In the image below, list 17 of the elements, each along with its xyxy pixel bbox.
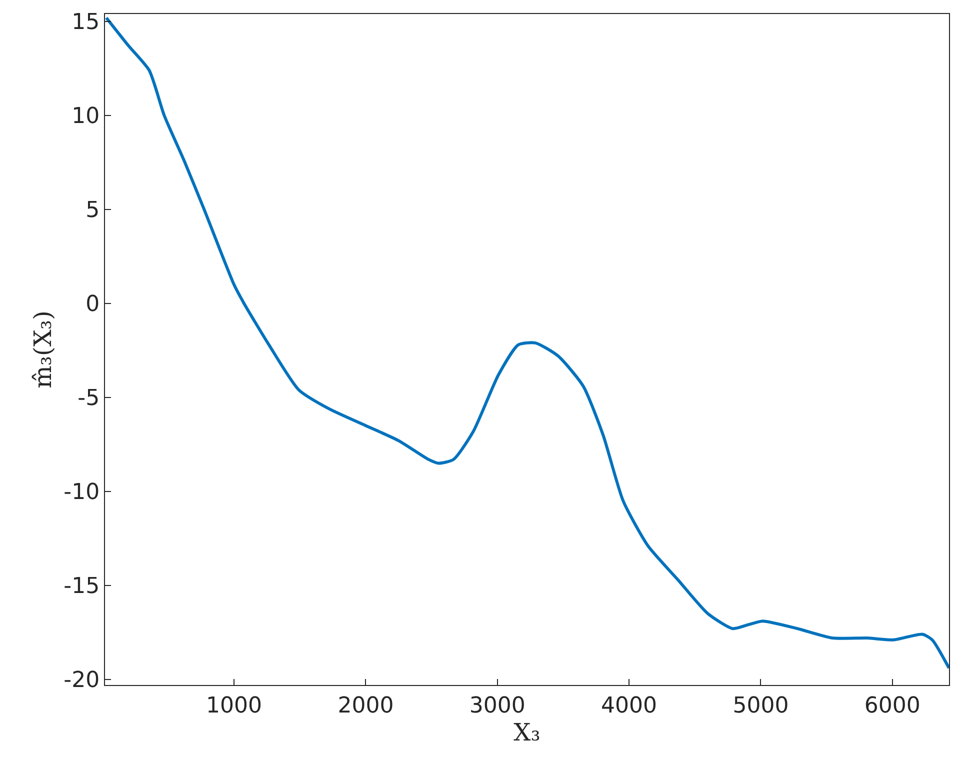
- y-tick-label: 10: [72, 104, 100, 130]
- x-tick-label: 5000: [732, 693, 789, 718]
- y-tick-label: -5: [78, 386, 100, 412]
- x-tick-label: 2000: [338, 693, 394, 718]
- y-tick-label: 0: [86, 292, 100, 318]
- y-tick-label: -15: [64, 574, 100, 600]
- y-tick-label: -10: [64, 480, 100, 506]
- x-tick-label: 4000: [601, 693, 658, 718]
- x-tick-label: 6000: [864, 693, 920, 718]
- y-tick-label: 15: [72, 10, 100, 36]
- x-axis-title: X₃: [514, 718, 540, 746]
- y-axis-title: m̂₃(X₃): [28, 310, 57, 388]
- y-tick-label: 5: [86, 198, 100, 224]
- x-tick-label: 3000: [469, 693, 526, 718]
- y-tick-label: -20: [64, 668, 100, 694]
- line-series: [105, 16, 949, 670]
- x-tick-label: 1000: [206, 693, 262, 718]
